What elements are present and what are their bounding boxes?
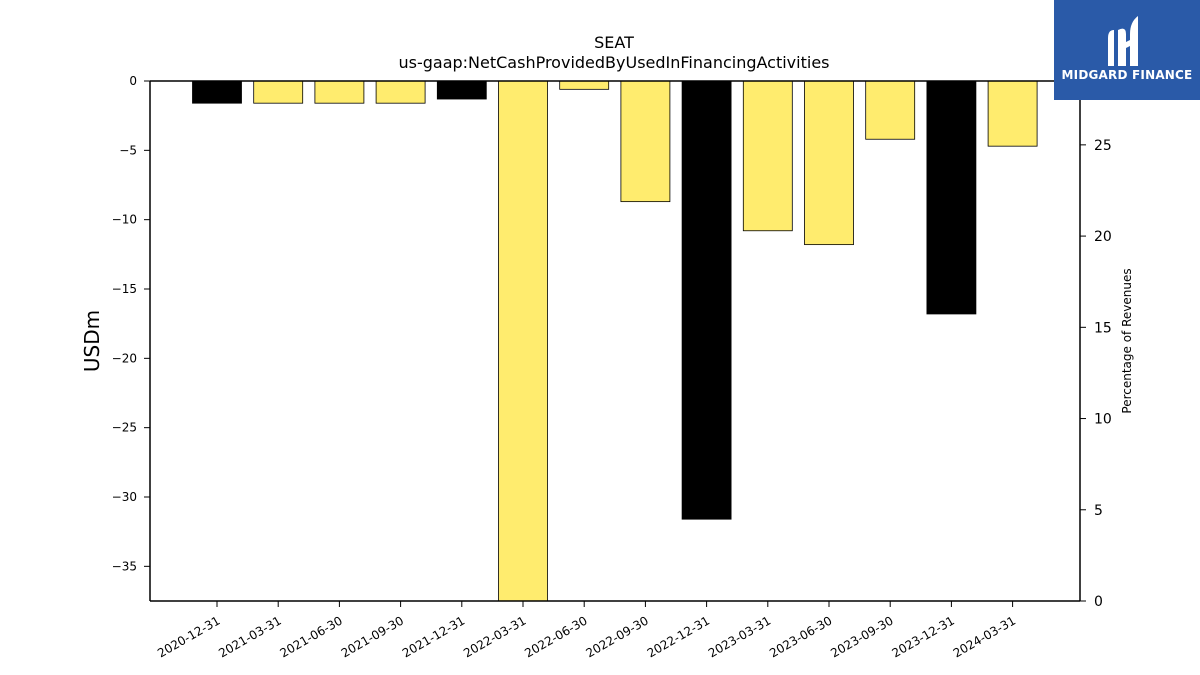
logo-text: MIDGARD FINANCE <box>1061 68 1193 82</box>
y-tick-label: −20 <box>112 351 137 365</box>
x-tick-label: 2021-12-31 <box>400 613 467 660</box>
x-ticks-group: 2020-12-312021-03-312021-06-302021-09-30… <box>155 601 1018 660</box>
y-tick-label: −10 <box>112 213 137 227</box>
bar-2021-09-30 <box>375 80 426 104</box>
x-tick-label: 2023-06-30 <box>767 613 834 660</box>
bar-2022-09-30 <box>620 80 671 203</box>
bars-group <box>192 80 1038 602</box>
y2-tick-label: 15 <box>1094 320 1112 336</box>
y2-tick-label: 25 <box>1094 138 1112 154</box>
y2-tick-label: 0 <box>1094 594 1103 610</box>
x-tick-label: 2023-12-31 <box>889 613 956 660</box>
bar-2022-12-31 <box>681 80 732 520</box>
bar-2023-12-31 <box>926 80 977 315</box>
y-tick-label: −5 <box>119 143 137 157</box>
x-tick-label: 2024-03-31 <box>951 613 1018 660</box>
chart-title: SEAT <box>594 33 634 52</box>
x-tick-label: 2021-09-30 <box>339 613 406 660</box>
y-tick-label: −25 <box>112 421 137 435</box>
bar-2021-06-30 <box>314 80 365 104</box>
y-tick-label: −30 <box>112 490 137 504</box>
x-tick-label: 2022-12-31 <box>645 613 712 660</box>
y-axis-label: USDm <box>80 310 104 372</box>
bar-2020-12-31 <box>192 80 242 104</box>
bar-2023-09-30 <box>865 80 916 140</box>
x-tick-label: 2022-09-30 <box>583 613 650 660</box>
bar-2022-03-31 <box>498 80 548 602</box>
axes-group <box>149 80 1081 602</box>
x-tick-label: 2022-03-31 <box>461 613 528 660</box>
x-tick-label: 2021-03-31 <box>216 613 283 660</box>
y-tick-label: −15 <box>112 282 137 296</box>
bar-2021-03-31 <box>253 80 304 104</box>
y-tick-label: −35 <box>112 559 137 573</box>
bar-2021-12-31 <box>436 80 487 100</box>
bar-2023-06-30 <box>804 80 854 246</box>
x-tick-label: 2023-03-31 <box>706 613 773 660</box>
bar-2022-06-30 <box>559 80 610 90</box>
y2-axis-label: Percentage of Revenues <box>1120 268 1134 413</box>
y-tick-label: 0 <box>129 74 137 88</box>
y2-tick-label: 5 <box>1094 503 1103 519</box>
y2-tick-label: 10 <box>1094 412 1112 428</box>
x-tick-label: 2021-06-30 <box>277 613 344 660</box>
bar-2024-03-31 <box>987 80 1038 147</box>
bar-2023-03-31 <box>742 80 793 232</box>
chart-subtitle: us-gaap:NetCashProvidedByUsedInFinancing… <box>398 53 829 72</box>
x-tick-label: 2020-12-31 <box>155 613 222 660</box>
x-tick-label: 2022-06-30 <box>522 613 589 660</box>
y2-ticks-group: 0 5 10 15 20 25 <box>1080 138 1112 610</box>
y2-tick-label: 20 <box>1094 229 1112 245</box>
x-tick-label: 2023-09-30 <box>828 613 895 660</box>
midgard-finance-logo: MIDGARD FINANCE <box>1054 0 1200 100</box>
logo-mark-icon <box>1108 16 1138 67</box>
y-ticks-group: 0 −5 −10 −15 −20 −25 −30 −35 <box>112 74 150 573</box>
